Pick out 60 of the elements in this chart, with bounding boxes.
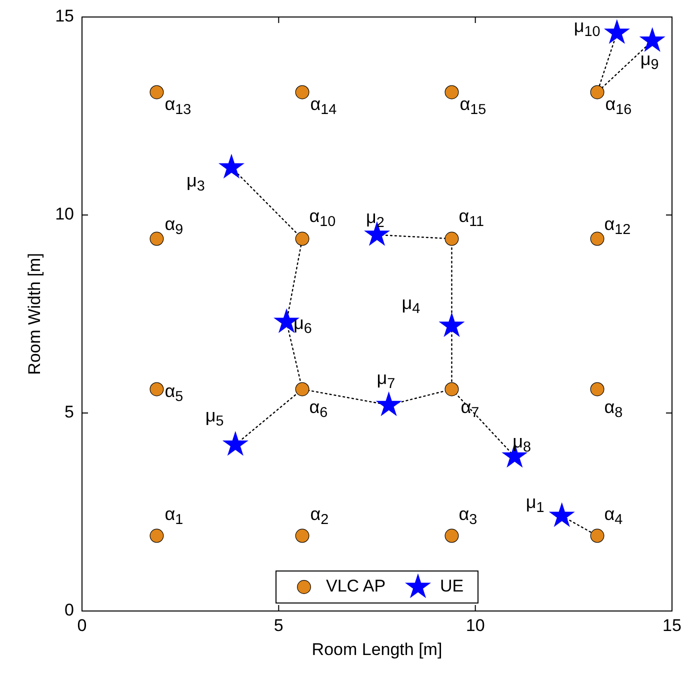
point (222, 431, 248, 456)
annotation: μ$_{10}$ (574, 16, 600, 40)
point (295, 232, 310, 246)
x-tick-label: 0 (77, 616, 87, 635)
annotation: α$_{11}$ (458, 206, 484, 230)
point (548, 502, 575, 528)
x-tick-label: 5 (274, 616, 284, 635)
annotation: α$_{15}$ (460, 94, 486, 118)
point (218, 154, 244, 179)
annotation: α$_{2}$ (310, 504, 329, 528)
annotation: μ$_{4}$ (402, 292, 420, 317)
annotation: α$_{5}$ (164, 380, 184, 405)
point (444, 232, 459, 246)
point (444, 382, 459, 396)
annotation: μ$_{1}$ (526, 492, 544, 516)
annotation: α$_{4}$ (604, 504, 623, 528)
y-tick-label: 0 (64, 600, 74, 620)
point (590, 232, 604, 246)
point (444, 85, 459, 100)
x-tick-label: 10 (466, 616, 485, 635)
point (444, 528, 459, 543)
annotation: α$_{6}$ (309, 396, 328, 421)
annotation: α$_{8}$ (604, 396, 623, 421)
y-axis-title: Room Width [m] (25, 253, 44, 375)
point (150, 232, 164, 246)
x-tick-label: 15 (662, 616, 682, 635)
annotation: α$_{3}$ (458, 504, 478, 528)
point (295, 382, 310, 396)
point (295, 85, 310, 100)
point (590, 382, 604, 396)
annotation: α$_{14}$ (310, 94, 337, 118)
legend-label: VLC AP (326, 576, 386, 596)
annotation: μ$_{5}$ (205, 405, 224, 430)
point (438, 312, 465, 337)
y-tick-label: 5 (64, 402, 74, 422)
annotation: α$_{1}$ (164, 504, 184, 528)
point (150, 528, 164, 543)
point (590, 528, 604, 543)
legend-label: UE (440, 576, 464, 596)
point (590, 85, 604, 100)
annotation: α$_{16}$ (605, 94, 632, 118)
annotation: α$_{10}$ (309, 206, 336, 230)
y-tick-label: 10 (55, 204, 74, 224)
annotation: α$_{12}$ (604, 214, 631, 238)
point (150, 85, 164, 100)
annotation: μ$_{6}$ (294, 312, 312, 337)
point (604, 19, 630, 44)
point (376, 391, 402, 416)
annotation: μ$_{7}$ (376, 368, 396, 392)
point (150, 382, 164, 396)
annotation: α$_{13}$ (164, 94, 192, 118)
annotation: α$_{9}$ (164, 214, 184, 238)
x-axis-title: Room Length [m] (312, 640, 442, 659)
point (295, 528, 310, 543)
point (639, 27, 666, 52)
annotation: μ$_{8}$ (512, 431, 532, 456)
annotation: μ$_{2}$ (366, 206, 384, 230)
annotation: μ$_{9}$ (640, 48, 659, 72)
annotation: μ$_{3}$ (186, 170, 205, 194)
y-tick-label: 15 (55, 6, 74, 26)
